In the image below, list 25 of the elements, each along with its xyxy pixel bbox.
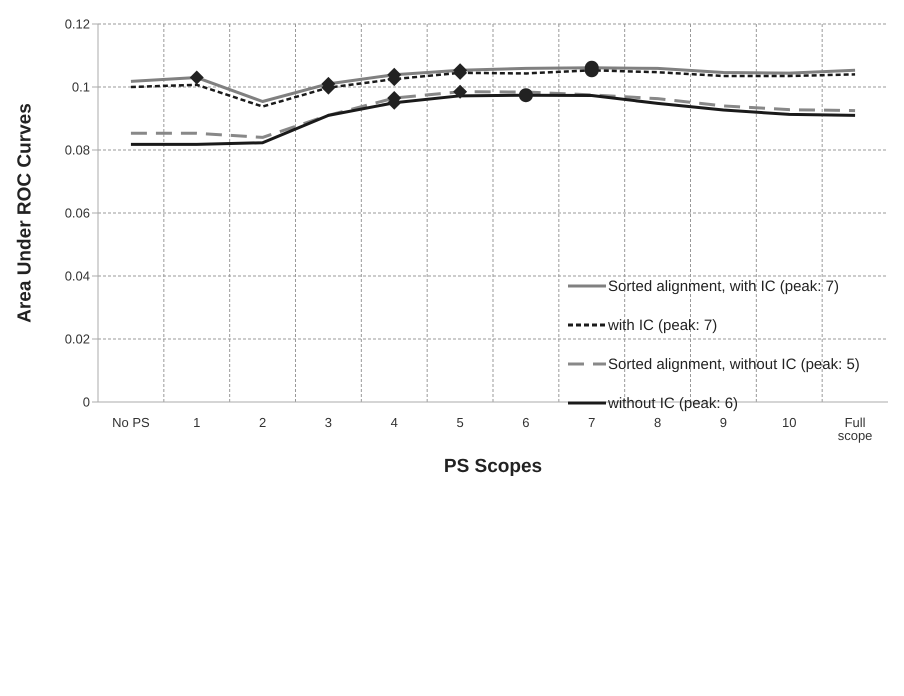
x-tick-label: 10 [782,415,796,430]
x-tick-label: 5 [456,415,464,430]
y-tick-label: 0.1 [72,80,90,95]
y-tick-label: 0.12 [64,16,90,32]
x-tick-label: 4 [390,415,398,430]
x-tick-label: 9 [720,415,728,430]
y-tick-label: 0.06 [64,206,90,221]
y-tick-label: 0.08 [64,142,90,158]
x-tick-label: 8 [654,415,662,430]
y-tick-label: 0 [82,394,90,410]
x-tick-label: 6 [522,415,530,430]
y-tick-label: 0.02 [64,332,90,347]
x-tick-label: 7 [588,415,596,430]
x-tick-label: 2 [258,415,266,430]
x-tick-label: 3 [324,415,332,430]
x-tick-label: 1 [193,415,200,430]
x-axis-title: PS Scopes [444,456,542,477]
x-tick-label: No PS [112,415,150,430]
legend-label: Sorted alignment, without IC (peak: 5) [608,356,860,373]
y-tick-label: 0.04 [64,268,90,284]
legend-label: Sorted alignment, with IC (peak: 7) [608,278,839,295]
legend-label: with IC (peak: 7) [608,317,718,334]
legend-label: without IC (peak: 6) [608,395,738,412]
y-axis-title: Area Under ROC Curves [14,103,36,323]
x-tick-label: Full scope [838,415,872,444]
